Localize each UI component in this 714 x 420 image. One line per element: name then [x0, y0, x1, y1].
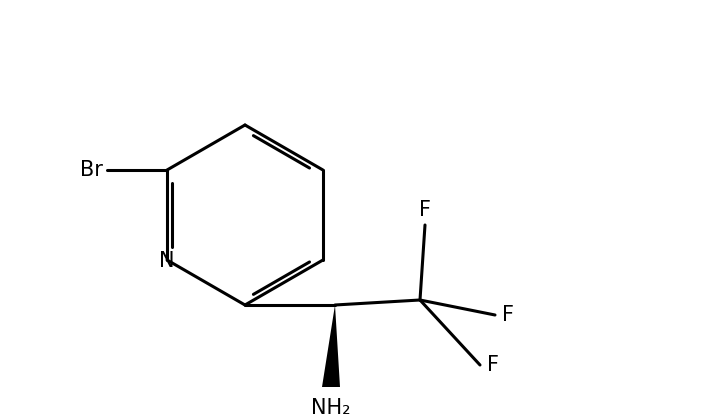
Text: F: F [487, 355, 499, 375]
Text: Br: Br [80, 160, 103, 180]
Text: F: F [419, 200, 431, 220]
Text: N: N [159, 251, 175, 271]
Text: NH₂: NH₂ [311, 398, 351, 418]
Text: F: F [502, 305, 514, 325]
Polygon shape [322, 305, 340, 387]
